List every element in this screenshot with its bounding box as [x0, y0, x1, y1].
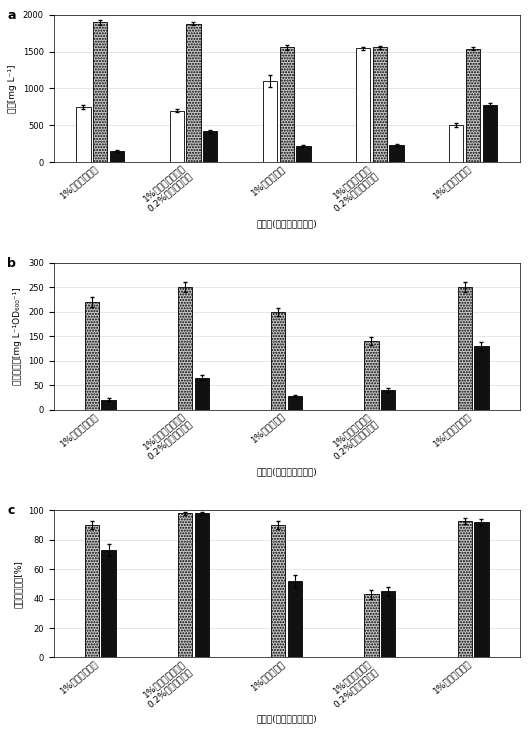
- X-axis label: 炭素源(複数の場合あり): 炭素源(複数の場合あり): [256, 467, 317, 476]
- X-axis label: 炭素源(複数の場合あり): 炭素源(複数の場合あり): [256, 714, 317, 724]
- Bar: [178, 287, 192, 410]
- Bar: [288, 581, 302, 657]
- Bar: [458, 287, 472, 410]
- Bar: [373, 48, 387, 162]
- Bar: [101, 550, 116, 657]
- Bar: [458, 520, 472, 657]
- Bar: [381, 591, 395, 657]
- Bar: [483, 105, 497, 162]
- Bar: [364, 341, 379, 410]
- Bar: [84, 525, 99, 657]
- Bar: [474, 522, 488, 657]
- Bar: [186, 23, 201, 162]
- Bar: [178, 513, 192, 657]
- Text: b: b: [7, 257, 16, 270]
- Bar: [381, 390, 395, 410]
- Bar: [466, 49, 480, 162]
- Bar: [271, 525, 285, 657]
- Bar: [474, 346, 488, 410]
- Text: a: a: [7, 9, 15, 22]
- Bar: [271, 312, 285, 410]
- Y-axis label: 上清中の割合[%]: 上清中の割合[%]: [14, 560, 23, 608]
- Bar: [449, 125, 464, 162]
- Text: c: c: [7, 504, 14, 518]
- Y-axis label: 生成物収率[mg L⁻¹OD₆₀₀⁻¹]: 生成物収率[mg L⁻¹OD₆₀₀⁻¹]: [13, 288, 23, 385]
- Bar: [364, 594, 379, 657]
- Bar: [390, 145, 404, 162]
- Bar: [195, 513, 209, 657]
- Bar: [101, 400, 116, 410]
- Bar: [93, 22, 107, 162]
- Y-axis label: 濃度[mg L⁻¹]: 濃度[mg L⁻¹]: [8, 64, 17, 113]
- X-axis label: 炭素源(複数の場合あり): 炭素源(複数の場合あり): [256, 220, 317, 228]
- Bar: [288, 396, 302, 410]
- Bar: [169, 111, 184, 162]
- Bar: [77, 107, 91, 162]
- Bar: [110, 151, 124, 162]
- Bar: [279, 48, 294, 162]
- Bar: [203, 131, 218, 162]
- Bar: [84, 302, 99, 410]
- Bar: [263, 81, 277, 162]
- Bar: [296, 146, 310, 162]
- Bar: [356, 48, 370, 162]
- Bar: [195, 378, 209, 410]
